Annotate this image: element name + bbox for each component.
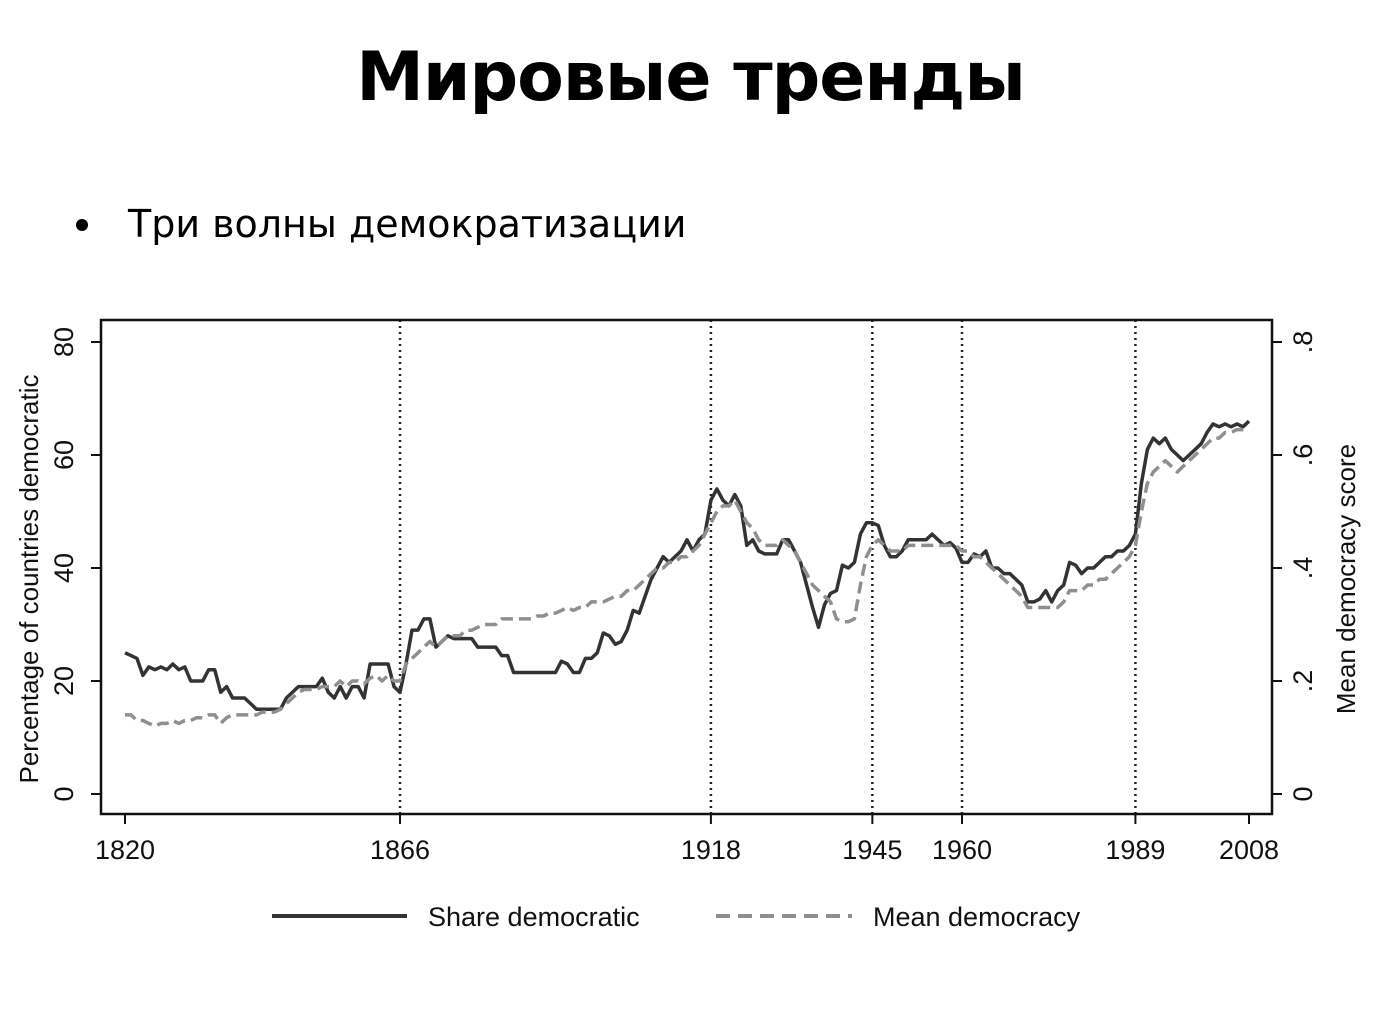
y-right-tick-label: .8: [1288, 331, 1318, 354]
series-line-0: [124, 419, 1251, 712]
y-right-tick-label: .2: [1288, 670, 1318, 693]
y-left-tick-label: 0: [49, 786, 79, 801]
reference-lines: [398, 320, 1137, 814]
x-tick-label: 2008: [1219, 835, 1279, 865]
bullet-item: Три волны демократизации: [76, 202, 686, 246]
bullet-text: Три волны демократизации: [128, 202, 687, 246]
y-right-tick-label: 0: [1288, 786, 1318, 801]
slide-title: Мировые тренды: [356, 38, 1026, 117]
y-right-tick-label: .6: [1288, 444, 1318, 467]
y-right-axis-title: Mean democracy score: [1331, 444, 1361, 714]
x-tick-label: 1820: [95, 835, 155, 865]
y-left-tick-label: 20: [49, 666, 79, 696]
bullet-dot-icon: [76, 219, 88, 231]
x-tick-label: 1866: [370, 835, 430, 865]
y-left-tick-label: 40: [49, 553, 79, 583]
x-tick-label: 1945: [842, 835, 902, 865]
x-tick-label: 1989: [1105, 835, 1165, 865]
legend-label-1: Mean democracy: [873, 902, 1081, 932]
axes: 1820 1866 1918 1945 1960 1989 2008 0 20 40 60 80 0 .2…: [14, 327, 1361, 865]
x-tick-label: 1918: [681, 835, 741, 865]
series-lines: [124, 419, 1251, 728]
series-line-1: [125, 427, 1249, 728]
y-right-tick-label: .4: [1288, 557, 1318, 580]
x-tick-label: 1960: [932, 835, 992, 865]
legend: Share democratic Mean democracy: [272, 902, 1081, 932]
y-left-tick-label: 80: [49, 327, 79, 357]
y-left-tick-label: 60: [49, 440, 79, 470]
legend-label-0: Share democratic: [428, 902, 640, 932]
y-left-axis-title: Percentage of countries democratic: [14, 375, 44, 784]
